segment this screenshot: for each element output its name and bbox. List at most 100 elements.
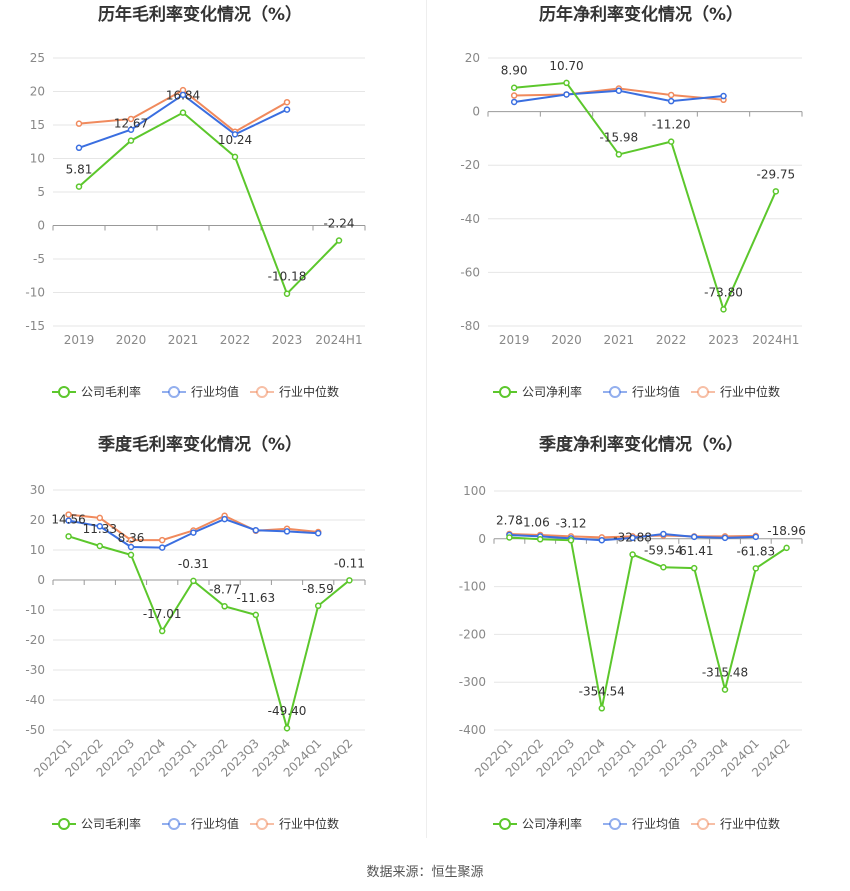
- legend-label: 行业中位数: [279, 816, 339, 831]
- data-label: 14.56: [51, 512, 85, 526]
- data-point-company: [772, 188, 780, 195]
- data-point-company: [598, 705, 606, 712]
- x-tick-label: 2020: [116, 333, 147, 347]
- series-line-company: [509, 536, 788, 709]
- data-point-company: [221, 603, 228, 610]
- data-point-company: [179, 109, 187, 116]
- y-tick-label: 10: [30, 152, 45, 166]
- data-point-company: [65, 533, 72, 540]
- data-point-avg: [127, 126, 135, 133]
- data-point-company: [127, 551, 135, 559]
- legend-marker-company: [499, 386, 511, 398]
- y-tick-label: 20: [465, 51, 480, 65]
- data-point-avg: [221, 515, 228, 523]
- data-point-avg: [660, 530, 667, 538]
- legend-label: 行业中位数: [279, 384, 339, 399]
- y-tick-label: -60: [460, 265, 480, 279]
- legend-marker-company: [58, 386, 70, 398]
- data-label: -8.77: [209, 582, 240, 596]
- y-tick-label: -20: [460, 158, 480, 172]
- x-tick-label: 2021: [168, 333, 199, 347]
- data-label: -61.83: [736, 544, 775, 558]
- legend-marker-avg: [609, 386, 621, 398]
- legend-label: 公司净利率: [522, 816, 582, 831]
- data-label: 8.36: [118, 531, 145, 545]
- data-point-avg: [158, 544, 166, 551]
- legend-label: 行业均值: [191, 816, 239, 831]
- data-point-company: [158, 627, 166, 635]
- y-tick-label: -30: [25, 663, 45, 677]
- data-point-company: [615, 151, 623, 158]
- x-tick-label: 2019: [64, 333, 95, 347]
- data-point-company: [127, 137, 135, 144]
- series-line-company: [514, 81, 777, 313]
- series-line-company: [68, 535, 351, 733]
- series-line-company: [78, 111, 340, 296]
- data-label: -10.18: [268, 270, 307, 284]
- data-label: 11.33: [83, 522, 117, 536]
- data-point-avg: [65, 517, 72, 524]
- chart-title: 历年净利率变化情况（%）: [539, 4, 743, 25]
- data-label: -49.40: [268, 704, 307, 718]
- data-label: -1.06: [519, 515, 550, 529]
- legend-label: 公司净利率: [522, 384, 582, 399]
- data-point-company: [506, 534, 513, 541]
- chart-annual-gross-margin: 历年毛利率变化情况（%） 25 20 15 10 5 0 -5 -10 -15 2019 2020 20…: [25, 4, 366, 399]
- data-label: -315.48: [702, 666, 748, 680]
- data-label: -15.98: [599, 130, 638, 144]
- legend-label: 行业中位数: [720, 816, 780, 831]
- chart-quarterly-gross-margin: 季度毛利率变化情况（%）3020100-10-20-30-40-502022Q1…: [25, 434, 366, 831]
- data-label: 16.84: [166, 89, 200, 103]
- y-tick-label: -300: [459, 675, 486, 689]
- legend-label: 行业均值: [191, 384, 239, 399]
- y-tick-label: 0: [478, 532, 486, 546]
- data-point-median: [127, 536, 135, 544]
- data-point-avg: [314, 529, 322, 537]
- data-label: -0.31: [178, 557, 209, 571]
- data-point-company: [567, 537, 575, 544]
- y-tick-label: 20: [30, 85, 45, 99]
- data-point-company: [283, 290, 291, 297]
- data-label: -354.54: [579, 684, 625, 698]
- y-tick-label: -100: [459, 580, 486, 594]
- y-tick-label: -20: [25, 633, 45, 647]
- y-tick-label: -5: [33, 252, 45, 266]
- data-point-company: [536, 536, 544, 543]
- y-tick-label: -400: [459, 723, 486, 737]
- legend-marker-median: [256, 386, 268, 398]
- data-point-median: [510, 92, 518, 99]
- data-point-avg: [690, 533, 698, 541]
- x-tick-label: 2023: [708, 333, 739, 347]
- data-point-company: [190, 577, 197, 585]
- data-point-avg: [127, 543, 135, 551]
- data-point-company: [96, 542, 104, 550]
- data-label: -59.54: [644, 543, 683, 557]
- y-tick-label: 15: [30, 118, 45, 132]
- data-label: -11.63: [236, 591, 275, 605]
- data-point-avg: [615, 87, 623, 94]
- legend-label: 行业均值: [632, 384, 680, 399]
- x-tick-label: 2022: [220, 333, 251, 347]
- data-source-note: 数据来源：恒生聚源: [366, 865, 484, 880]
- chart-title: 季度毛利率变化情况（%）: [98, 434, 302, 455]
- data-point-company: [667, 138, 675, 145]
- x-tick-label: 2024H1: [752, 333, 799, 347]
- data-point-company: [252, 611, 260, 619]
- data-point-median: [127, 115, 135, 123]
- data-label: -18.96: [767, 524, 806, 538]
- data-point-company: [335, 237, 343, 244]
- legend-marker-median: [697, 386, 709, 398]
- x-tick-label: 2021: [604, 333, 635, 347]
- x-tick-label: 2019: [499, 333, 530, 347]
- data-label: -3.12: [555, 516, 586, 530]
- data-point-median: [96, 514, 104, 522]
- data-point-median: [667, 91, 675, 99]
- data-label: 10.70: [549, 59, 583, 73]
- y-tick-label: -40: [460, 212, 480, 226]
- data-point-median: [283, 98, 291, 106]
- data-label: -73.80: [704, 285, 743, 299]
- legend-marker-avg: [168, 818, 180, 830]
- y-tick-label: -40: [25, 693, 45, 707]
- data-point-median: [65, 511, 72, 518]
- data-point-avg: [510, 98, 518, 106]
